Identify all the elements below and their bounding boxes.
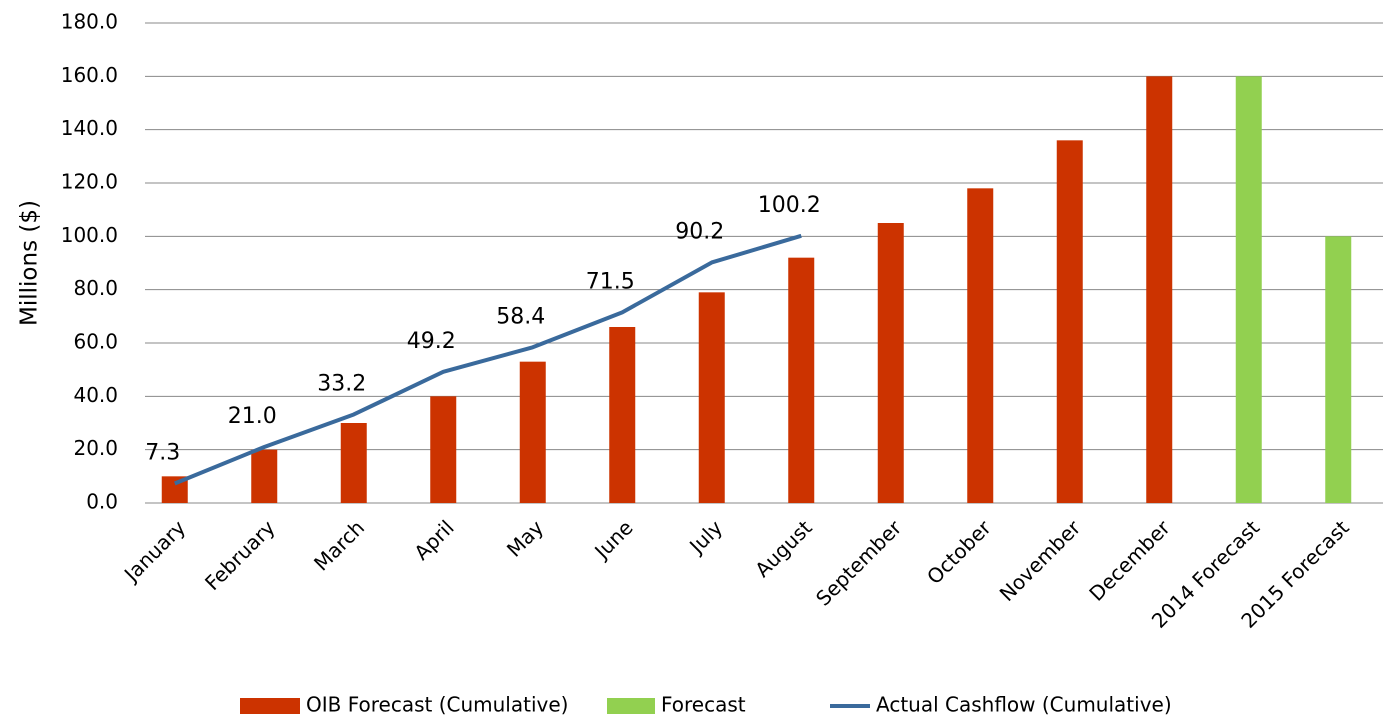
x-tick-label: December	[1084, 515, 1175, 606]
y-tick-label: 120.0	[61, 170, 118, 194]
x-tick-label: February	[200, 515, 280, 595]
bar	[609, 327, 636, 503]
data-label: 100.2	[758, 193, 821, 218]
bar	[1056, 140, 1083, 504]
data-label: 90.2	[675, 219, 724, 244]
bar	[340, 423, 367, 503]
bar	[967, 188, 994, 504]
y-tick-label: 40.0	[73, 383, 118, 407]
y-tick-label: 0.0	[86, 490, 118, 514]
x-tick-label: September	[811, 515, 907, 611]
x-tick-label: October	[922, 515, 996, 589]
bar	[1146, 76, 1173, 503]
bar	[788, 257, 815, 503]
data-label: 33.2	[317, 371, 366, 396]
data-label: 58.4	[496, 304, 545, 329]
data-label: 21.0	[228, 404, 277, 429]
y-tick-label: 100.0	[61, 223, 118, 247]
data-label: 49.2	[407, 329, 456, 354]
y-tick-label: 140.0	[61, 116, 118, 140]
x-tick-label: June	[588, 515, 637, 564]
legend-label: Forecast	[661, 693, 746, 717]
x-tick-label: July	[683, 515, 727, 559]
line	[173, 233, 802, 486]
x-tick-label: August	[750, 515, 817, 582]
legend-swatch	[240, 698, 300, 714]
y-tick-label: 60.0	[73, 330, 118, 354]
y-tick-label: 20.0	[73, 436, 118, 460]
bar	[519, 361, 546, 503]
y-tick-label: 180.0	[61, 10, 118, 34]
x-tick-label: March	[309, 515, 369, 575]
x-tick-label: January	[118, 515, 190, 587]
bar	[251, 449, 278, 503]
y-tick-label: 160.0	[61, 63, 118, 87]
x-tick-label: November	[995, 515, 1086, 606]
bar	[1235, 76, 1262, 503]
bar	[698, 292, 725, 503]
data-label: 7.3	[145, 441, 180, 466]
y-tick-label: 80.0	[73, 276, 118, 300]
x-tick-label: April	[409, 515, 458, 564]
bar	[430, 396, 457, 503]
bar	[877, 223, 904, 503]
y-axis-label: Millions ($)	[17, 200, 43, 326]
legend-label: OIB Forecast (Cumulative)	[306, 693, 568, 717]
legend-swatch	[607, 698, 655, 714]
data-label: 71.5	[586, 269, 635, 294]
bar	[1325, 236, 1352, 504]
legend-label: Actual Cashflow (Cumulative)	[876, 693, 1172, 717]
x-tick-label: May	[502, 515, 548, 561]
